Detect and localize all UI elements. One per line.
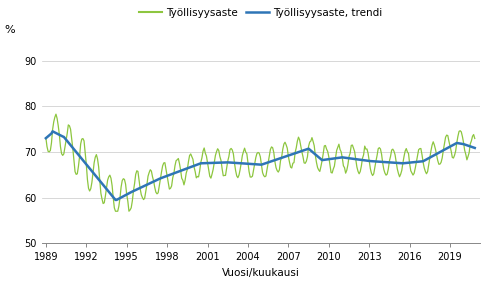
Text: %: % (4, 25, 15, 35)
Työllisyysaste (343, 171, 349, 175)
Työllisyysaste, trendi (50, 130, 56, 133)
Työllisyysaste (129, 199, 135, 203)
Työllisyysaste (53, 113, 59, 116)
Työllisyysaste (321, 144, 327, 148)
Työllisyysaste, trendi (321, 158, 327, 161)
Työllisyysaste, trendi (472, 146, 478, 150)
X-axis label: Vuosi/kuukausi: Vuosi/kuukausi (222, 268, 300, 278)
Työllisyysaste (43, 136, 49, 139)
Työllisyysaste (179, 177, 184, 180)
Työllisyysaste, trendi (350, 157, 356, 161)
Työllisyysaste (277, 159, 283, 162)
Työllisyysaste, trendi (277, 156, 283, 160)
Line: Työllisyysaste: Työllisyysaste (46, 114, 475, 211)
Työllisyysaste, trendi (179, 169, 184, 172)
Työllisyysaste, trendi (343, 156, 349, 160)
Työllisyysaste (113, 209, 119, 213)
Työllisyysaste, trendi (43, 137, 49, 140)
Työllisyysaste, trendi (129, 190, 135, 193)
Line: Työllisyysaste, trendi: Työllisyysaste, trendi (46, 131, 475, 200)
Työllisyysaste, trendi (113, 198, 119, 202)
Työllisyysaste (350, 146, 356, 150)
Legend: Työllisyysaste, Työllisyysaste, trendi: Työllisyysaste, Työllisyysaste, trendi (139, 8, 382, 18)
Työllisyysaste (472, 137, 478, 140)
